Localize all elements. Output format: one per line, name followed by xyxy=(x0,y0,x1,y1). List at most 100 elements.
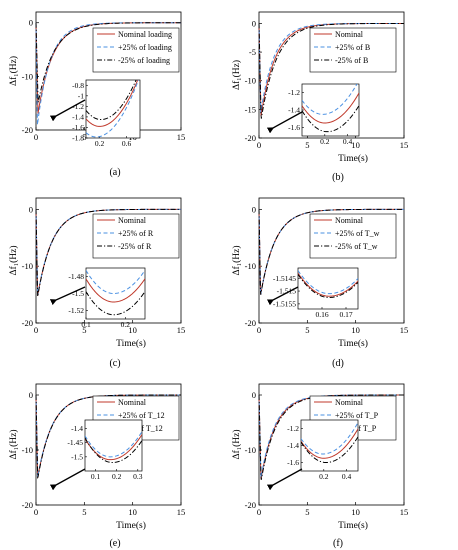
x-tick-label: 15 xyxy=(400,507,409,517)
y-axis-label: Δf₁(Hz) xyxy=(231,246,242,276)
inset-series-line-3 xyxy=(86,80,137,121)
zoom-arrow xyxy=(49,99,86,122)
legend-entry: -25% of B xyxy=(335,56,368,65)
x-tick-label: 0 xyxy=(34,132,38,142)
inset-series-line-1 xyxy=(86,80,139,127)
inset-y-tick-label: -1.5 xyxy=(71,452,83,461)
inset-x-tick-label: 0.2 xyxy=(95,139,105,148)
zoom-arrow xyxy=(266,111,303,134)
inset-zoom: 0.1 0.2 0.3 -1.4 -1.45 -1.5 xyxy=(67,419,143,481)
inset-y-tick-label: -1.2 xyxy=(287,424,299,433)
x-tick-label: 15 xyxy=(177,325,186,335)
inset-series-line-3 xyxy=(86,291,145,316)
x-tick-label: 10 xyxy=(128,507,137,517)
inset-series-line-2 xyxy=(85,431,142,458)
inset-y-tick-label: -1.5145 xyxy=(273,274,296,283)
inset-series-line-1 xyxy=(85,434,142,461)
y-tick-label: -5 xyxy=(249,47,256,57)
y-axis-label: Δf₁(Hz) xyxy=(8,246,19,276)
zoom-arrow xyxy=(49,468,86,491)
legend-entry: +25% of T_P xyxy=(335,411,379,420)
series-line-2 xyxy=(258,22,404,114)
series-line-2 xyxy=(258,394,404,478)
inset-zoom: 0.16 0.17 -1.5145 -1.515 -1.5155 xyxy=(273,267,359,319)
legend-entry: Nominal xyxy=(335,30,364,39)
inset-x-tick-label: 0.3 xyxy=(133,472,143,481)
y-tick-label: -20 xyxy=(22,500,33,510)
inset-y-tick-label: -1.6 xyxy=(288,123,300,132)
y-axis-label: Δf₁(Hz) xyxy=(8,430,19,460)
x-tick-label: 5 xyxy=(305,325,309,335)
legend-entry: +25% of loading xyxy=(118,43,172,52)
y-tick-label: 0 xyxy=(29,18,33,28)
x-axis-label: Time(s) xyxy=(338,338,368,349)
inset-x-tick-label: 0.2 xyxy=(319,472,329,481)
legend-entry: Nominal xyxy=(118,398,147,407)
legend-entry: -25% of R xyxy=(118,242,152,251)
y-axis-label: Δf₁(Hz) xyxy=(231,430,242,460)
x-tick-label: 0 xyxy=(257,507,261,517)
y-tick-label: -20 xyxy=(245,133,256,143)
y-tick-label: 0 xyxy=(252,18,256,28)
inset-y-tick-label: -1.45 xyxy=(67,438,83,447)
y-axis-label: Δf₁(Hz) xyxy=(231,60,242,90)
inset-series-line-2 xyxy=(86,270,145,295)
inset-series-line-2 xyxy=(301,422,358,455)
panel-caption: (f) xyxy=(333,538,343,549)
inset-series-line-2 xyxy=(302,84,358,115)
series-line-3 xyxy=(258,22,404,119)
legend-entry: +25% of R xyxy=(118,229,154,238)
inset-y-tick-label: -1.4 xyxy=(288,106,300,115)
x-tick-label: 0 xyxy=(257,325,261,335)
inset-series-line-1 xyxy=(302,92,359,124)
panel-caption: (c) xyxy=(109,358,120,369)
y-axis-label: Δf₁(Hz) xyxy=(8,56,19,86)
x-tick-label: 5 xyxy=(305,507,309,517)
inset-y-tick-label: -1.4 xyxy=(72,112,84,121)
inset-y-tick-label: -1.515 xyxy=(277,287,297,296)
y-tick-label: -10 xyxy=(245,76,256,86)
inset-x-tick-label: 0.17 xyxy=(339,310,352,319)
inset-y-tick-label: -1.6 xyxy=(287,458,299,467)
legend-entry: -25% of T_w xyxy=(335,242,378,251)
inset-y-tick-label: -0.8 xyxy=(72,81,84,90)
x-tick-label: 15 xyxy=(177,507,186,517)
x-tick-label: 15 xyxy=(400,325,409,335)
inset-y-tick-label: -1.48 xyxy=(68,272,84,281)
panel-c: 0 5 10 15 -20 -10 0 Δf₁(Hz) Time(s) Nominal +25% o… xyxy=(8,197,186,369)
x-axis-label: Time(s) xyxy=(116,338,146,349)
y-tick-label: -10 xyxy=(22,71,33,81)
series-line-2 xyxy=(35,22,181,125)
series-line-3 xyxy=(258,394,404,480)
inset-x-tick-label: 0.2 xyxy=(112,472,122,481)
inset-y-tick-label: -1.2 xyxy=(72,102,84,111)
inset-series-line-2 xyxy=(298,270,358,295)
zoom-arrow xyxy=(49,286,86,306)
zoom-arrow xyxy=(266,468,303,491)
inset-x-tick-label: 0.4 xyxy=(342,472,352,481)
legend-entry: -25% of loading xyxy=(118,56,170,65)
legend-entry: Nominal loading xyxy=(118,30,172,39)
inset-zoom: 0.2 0.4 -1.2 -1.4 -1.6 xyxy=(288,83,360,146)
legend-entry: Nominal xyxy=(335,216,364,225)
panel-f: 0 5 10 15 -20 -10 0 Δf₁(Hz) Time(s) Nominal +25% o… xyxy=(231,383,409,549)
x-tick-label: 5 xyxy=(82,325,86,335)
series-line-3 xyxy=(35,208,181,297)
inset-zoom: 0.2 0.4 -1.2 -1.4 -1.6 xyxy=(287,419,359,481)
inset-y-tick-label: -1.52 xyxy=(68,306,84,315)
legend-entry: Nominal xyxy=(118,216,147,225)
x-axis-label: Time(s) xyxy=(116,520,146,531)
inset-zoom: 0.2 0.6 -0.8-1 -1.2-1.4 -1.6 -1.8 xyxy=(72,79,141,148)
inset-x-tick-label: 0.1 xyxy=(91,472,101,481)
x-tick-label: 10 xyxy=(351,140,360,150)
legend-entry: +25% of B xyxy=(335,43,370,52)
x-tick-label: 5 xyxy=(305,140,309,150)
inset-x-tick-label: 0.2 xyxy=(320,137,330,146)
legend: Nominal +25% of B -25% of B xyxy=(309,27,397,73)
inset-series-line-3 xyxy=(85,437,142,464)
inset-zoom: 0.1 0.2 -1.48 -1.5 -1.52 xyxy=(68,267,146,329)
y-tick-label: -20 xyxy=(22,318,33,328)
y-tick-label: -20 xyxy=(245,500,256,510)
inset-y-tick-label: -1.4 xyxy=(287,441,299,450)
